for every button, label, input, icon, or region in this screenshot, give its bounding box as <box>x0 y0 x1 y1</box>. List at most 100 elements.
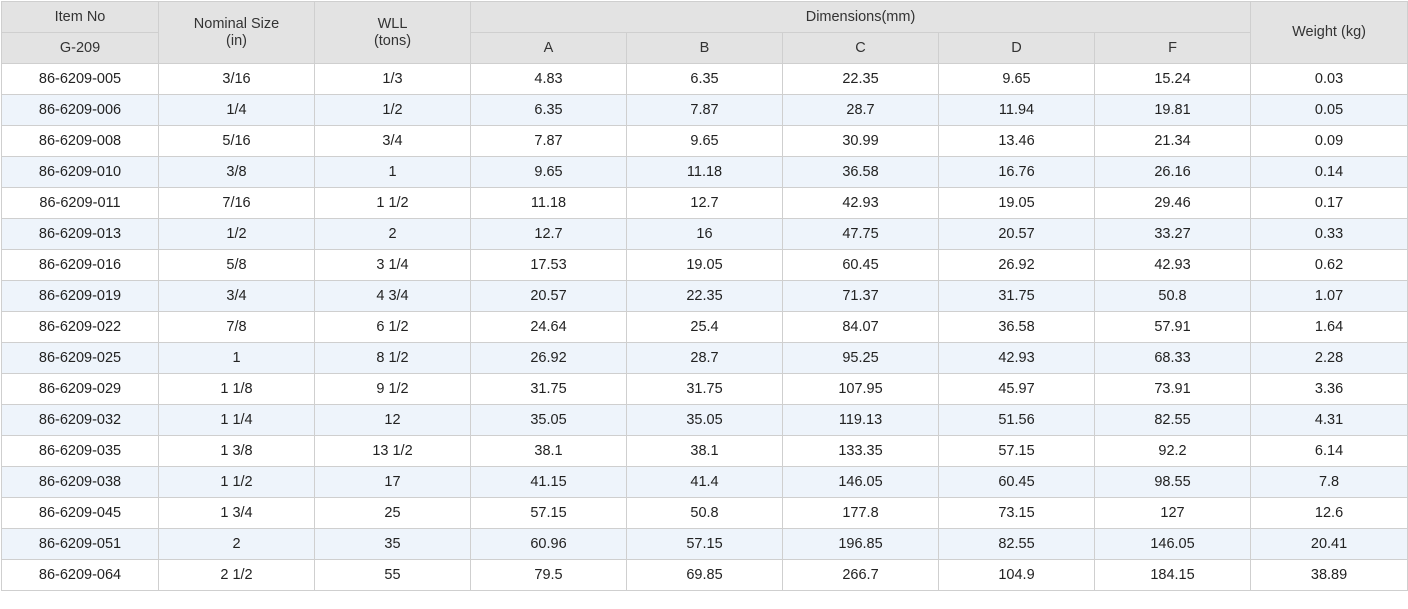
cell-dim-f: 184.15 <box>1093 559 1252 591</box>
cell-item-no: 86-6209-005 <box>1 63 159 95</box>
cell-dim-a: 41.15 <box>470 466 627 498</box>
cell-dim-c: 119.13 <box>782 404 939 436</box>
cell-weight: 38.89 <box>1250 559 1408 591</box>
cell-dim-d: 60.45 <box>938 466 1095 498</box>
cell-nominal-size: 1 3/8 <box>158 435 315 467</box>
cell-wll: 1/3 <box>314 63 471 95</box>
cell-dim-a: 26.92 <box>470 342 627 374</box>
cell-dim-d: 9.65 <box>938 63 1095 95</box>
cell-dim-b: 7.87 <box>626 94 783 126</box>
cell-dim-b: 50.8 <box>626 497 783 529</box>
cell-dim-b: 16 <box>626 218 783 250</box>
cell-dim-a: 31.75 <box>470 373 627 405</box>
cell-dim-f: 68.33 <box>1093 342 1252 374</box>
cell-wll: 8 1/2 <box>314 342 471 374</box>
cell-item-no: 86-6209-035 <box>1 435 159 467</box>
cell-wll: 2 <box>314 218 471 250</box>
cell-dim-b: 12.7 <box>626 187 783 219</box>
cell-dim-d: 26.92 <box>938 249 1095 281</box>
cell-dim-b: 6.35 <box>626 63 783 95</box>
cell-wll: 35 <box>314 528 471 560</box>
cell-nominal-size: 1 1/4 <box>158 404 315 436</box>
cell-weight: 2.28 <box>1250 342 1408 374</box>
cell-nominal-size: 7/8 <box>158 311 315 343</box>
cell-dim-f: 33.27 <box>1093 218 1252 250</box>
header-nominal-size-label: Nominal Size <box>193 15 280 32</box>
header-dim-b: B <box>626 32 783 64</box>
cell-weight: 6.14 <box>1250 435 1408 467</box>
cell-item-no: 86-6209-045 <box>1 497 159 529</box>
cell-nominal-size: 3/16 <box>158 63 315 95</box>
cell-dim-c: 84.07 <box>782 311 939 343</box>
table-body: 86-6209-005 3/16 1/3 4.83 6.35 22.35 9.65 15.24… <box>1 63 1408 591</box>
cell-dim-c: 30.99 <box>782 125 939 157</box>
cell-wll: 25 <box>314 497 471 529</box>
cell-dim-b: 25.4 <box>626 311 783 343</box>
table-row: 86-6209-010 3/8 1 9.65 11.18 36.58 16.76 26.16 0… <box>1 156 1408 188</box>
table-row: 86-6209-016 5/8 3 1/4 17.53 19.05 60.45 26.92 4… <box>1 249 1408 281</box>
cell-weight: 0.62 <box>1250 249 1408 281</box>
cell-dim-b: 57.15 <box>626 528 783 560</box>
cell-dim-c: 133.35 <box>782 435 939 467</box>
cell-dim-c: 146.05 <box>782 466 939 498</box>
cell-item-no: 86-6209-016 <box>1 249 159 281</box>
cell-dim-d: 42.93 <box>938 342 1095 374</box>
cell-dim-f: 57.91 <box>1093 311 1252 343</box>
table-row: 86-6209-019 3/4 4 3/4 20.57 22.35 71.37 31.75 5… <box>1 280 1408 312</box>
header-wll: WLL (tons) <box>314 1 471 64</box>
cell-dim-d: 16.76 <box>938 156 1095 188</box>
cell-dim-a: 38.1 <box>470 435 627 467</box>
cell-weight: 1.07 <box>1250 280 1408 312</box>
header-wll-label: WLL <box>377 15 408 32</box>
cell-dim-b: 31.75 <box>626 373 783 405</box>
cell-dim-a: 60.96 <box>470 528 627 560</box>
cell-dim-f: 29.46 <box>1093 187 1252 219</box>
cell-nominal-size: 7/16 <box>158 187 315 219</box>
cell-item-no: 86-6209-032 <box>1 404 159 436</box>
cell-nominal-size: 1/4 <box>158 94 315 126</box>
cell-dim-d: 31.75 <box>938 280 1095 312</box>
cell-item-no: 86-6209-029 <box>1 373 159 405</box>
cell-wll: 13 1/2 <box>314 435 471 467</box>
cell-dim-c: 266.7 <box>782 559 939 591</box>
header-dim-f: F <box>1093 32 1252 64</box>
cell-weight: 0.09 <box>1250 125 1408 157</box>
cell-wll: 3 1/4 <box>314 249 471 281</box>
cell-dim-a: 6.35 <box>470 94 627 126</box>
cell-weight: 0.33 <box>1250 218 1408 250</box>
shackle-spec-table: Item No Nominal Size (in) WLL (tons) Dim… <box>1 1 1408 591</box>
cell-wll: 12 <box>314 404 471 436</box>
cell-dim-f: 73.91 <box>1093 373 1252 405</box>
cell-dim-c: 28.7 <box>782 94 939 126</box>
cell-dim-d: 45.97 <box>938 373 1095 405</box>
cell-dim-b: 28.7 <box>626 342 783 374</box>
cell-dim-d: 104.9 <box>938 559 1095 591</box>
cell-wll: 4 3/4 <box>314 280 471 312</box>
cell-dim-b: 38.1 <box>626 435 783 467</box>
cell-dim-a: 7.87 <box>470 125 627 157</box>
cell-dim-f: 42.93 <box>1093 249 1252 281</box>
cell-dim-f: 50.8 <box>1093 280 1252 312</box>
table-header: Item No Nominal Size (in) WLL (tons) Dim… <box>1 1 1408 64</box>
cell-dim-c: 95.25 <box>782 342 939 374</box>
cell-nominal-size: 1 1/2 <box>158 466 315 498</box>
cell-nominal-size: 1 <box>158 342 315 374</box>
cell-weight: 12.6 <box>1250 497 1408 529</box>
cell-item-no: 86-6209-013 <box>1 218 159 250</box>
header-dim-c: C <box>782 32 939 64</box>
table-row: 86-6209-008 5/16 3/4 7.87 9.65 30.99 13.46 21.3… <box>1 125 1408 157</box>
cell-wll: 1 <box>314 156 471 188</box>
cell-dim-f: 146.05 <box>1093 528 1252 560</box>
cell-dim-a: 79.5 <box>470 559 627 591</box>
cell-weight: 1.64 <box>1250 311 1408 343</box>
cell-weight: 7.8 <box>1250 466 1408 498</box>
cell-dim-a: 24.64 <box>470 311 627 343</box>
cell-dim-a: 20.57 <box>470 280 627 312</box>
cell-item-no: 86-6209-064 <box>1 559 159 591</box>
cell-item-no: 86-6209-008 <box>1 125 159 157</box>
cell-dim-a: 57.15 <box>470 497 627 529</box>
cell-dim-d: 13.46 <box>938 125 1095 157</box>
cell-dim-d: 57.15 <box>938 435 1095 467</box>
cell-dim-f: 98.55 <box>1093 466 1252 498</box>
cell-item-no: 86-6209-025 <box>1 342 159 374</box>
